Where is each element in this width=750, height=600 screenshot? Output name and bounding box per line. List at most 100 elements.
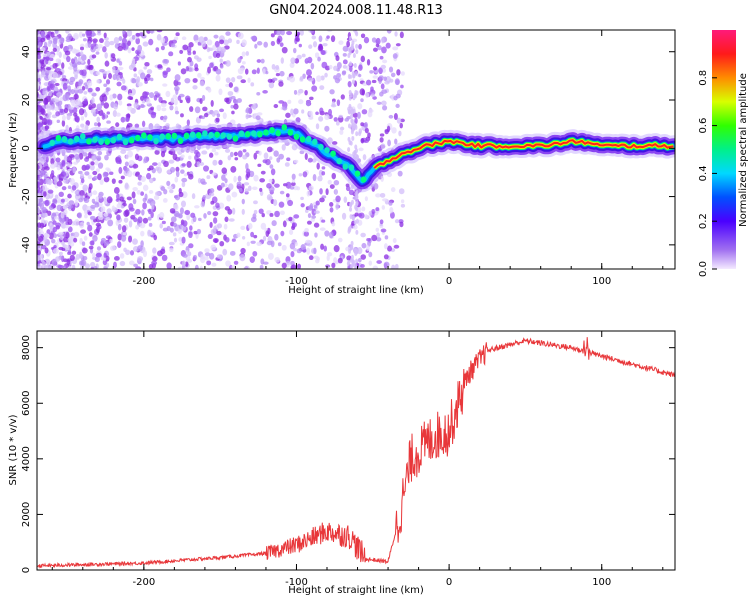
spectrogram-noise-point [68, 80, 74, 86]
spectrogram-noise-point [88, 64, 94, 71]
spectrogram-noise-point [85, 30, 90, 36]
spectrogram-noise-point [378, 77, 382, 84]
spectrogram-noise-point [96, 246, 102, 251]
spectrogram-noise-point [233, 99, 239, 106]
spectrogram-noise-point [249, 256, 255, 263]
colorbar-scale [712, 30, 736, 269]
spectrogram-noise-point [199, 80, 205, 87]
spectrogram-noise-point [184, 209, 191, 216]
spectrogram-noise-point [197, 72, 202, 78]
spectrogram-border [36, 29, 676, 270]
spectrogram-streak-point [355, 200, 359, 206]
spectrogram-noise-point [292, 47, 297, 54]
spectrogram-noise-point [379, 55, 384, 60]
spectrogram-noise-point [180, 68, 187, 75]
spectrogram-noise-point [379, 91, 384, 97]
spectrogram-noise-point [180, 169, 185, 174]
spectrogram-noise-point [169, 189, 174, 194]
spectrogram-noise-point [215, 117, 220, 123]
spectrogram-peak-point [98, 138, 104, 145]
spectrogram-noise-point [162, 83, 168, 87]
spectrogram-noise-point [180, 154, 185, 159]
spectrogram-noise-point [72, 107, 78, 114]
spectrogram-noise-point [237, 175, 242, 182]
spectrogram-ytick-label: 40 [21, 45, 32, 58]
spectrogram-noise-point [54, 216, 59, 220]
spectrogram-noise-point [37, 181, 41, 188]
spectrogram-peak-point [189, 131, 196, 138]
spectrogram-peak-point [336, 157, 343, 165]
spectrogram-noise-point [188, 173, 194, 180]
spectrogram-noise-point [241, 235, 246, 240]
spectrogram-noise-point [128, 220, 133, 228]
spectrogram-noise-point [65, 231, 70, 239]
spectrogram-noise-point [108, 171, 114, 175]
spectrogram-noise-point [57, 197, 61, 203]
spectrogram-noise-point [146, 172, 152, 180]
spectrogram-noise-point [285, 193, 290, 198]
spectrogram-noise-point [361, 242, 367, 249]
spectrogram-noise-point [62, 166, 67, 170]
spectrogram-noise-point [169, 227, 174, 233]
spectrogram-noise-point [170, 216, 177, 223]
spectrogram-noise-point [62, 204, 69, 209]
spectrogram-noise-point [274, 183, 280, 188]
spectrogram-noise-point [247, 185, 252, 192]
spectrogram-noise-point [229, 250, 236, 256]
spectrogram-noise-point [208, 55, 212, 60]
spectrogram-noise-point [381, 205, 386, 210]
spectrogram-noise-point [121, 225, 127, 233]
spectrogram-noise-point [175, 32, 180, 37]
spectrogram-noise-point [135, 171, 140, 176]
spectrogram-noise-point [327, 30, 333, 33]
spectrogram-noise-point [219, 108, 225, 113]
spectrogram-noise-point [37, 265, 41, 269]
spectrogram-noise-point [330, 35, 336, 43]
spectrogram-noise-point [77, 81, 82, 87]
spectrogram-noise-point [55, 222, 62, 228]
spectrogram-streak-point [348, 95, 352, 101]
spectrogram-noise-point [187, 51, 192, 56]
spectrogram-noise-point [242, 149, 247, 153]
snr-series-line [37, 337, 675, 569]
spectrogram-noise-point [256, 241, 262, 247]
spectrogram-noise-point [143, 77, 148, 82]
spectrogram-noise-point [102, 259, 107, 266]
spectrogram-streak-point [347, 147, 351, 153]
spectrogram-noise-point [363, 36, 370, 44]
spectrogram-noise-point [266, 182, 272, 189]
spectrogram-noise-point [126, 30, 133, 37]
spectrogram-noise-point [219, 64, 224, 69]
spectrogram-noise-point [255, 115, 261, 121]
spectrogram-noise-point [83, 90, 88, 95]
spectrogram-noise-point [229, 151, 234, 158]
spectrogram-noise-point [241, 61, 246, 65]
spectrogram-noise-point [75, 253, 81, 260]
spectrogram-noise-point [172, 153, 178, 161]
colorbar-ticks: 0.0 0.2 0.4 0.6 0.8 [698, 70, 717, 277]
spectrogram-noise-point [331, 101, 336, 107]
spectrogram-noise-point [151, 260, 158, 266]
spectrogram-noise-point [267, 252, 274, 260]
spectrogram-noise-point [99, 95, 104, 102]
spectrogram-noise-point [140, 176, 146, 183]
spectrogram-noise-point [400, 199, 405, 204]
spectrogram-noise-point [63, 197, 69, 202]
spectrogram-noise-point [215, 52, 221, 59]
spectrogram-noise-point [397, 170, 403, 177]
spectrogram-streak-point [354, 124, 358, 130]
spectrogram-noise-point [303, 231, 310, 237]
spectrogram-noise-point [311, 35, 317, 40]
spectrogram-noise-point [371, 79, 377, 84]
spectrogram-noise-point [308, 110, 313, 116]
spectrogram-noise-point [318, 169, 324, 177]
spectrogram-noise-point [202, 195, 206, 200]
spectrogram-noise-point [37, 122, 44, 128]
spectrogram-noise-point [55, 256, 61, 262]
spectrogram-noise-point [103, 200, 108, 205]
spectrogram-noise-point [75, 115, 80, 123]
spectrogram-noise-point [160, 102, 167, 108]
spectrogram-noise-point [76, 85, 82, 90]
spectrogram-noise-point [260, 222, 267, 230]
spectrogram-noise-point [267, 78, 273, 83]
